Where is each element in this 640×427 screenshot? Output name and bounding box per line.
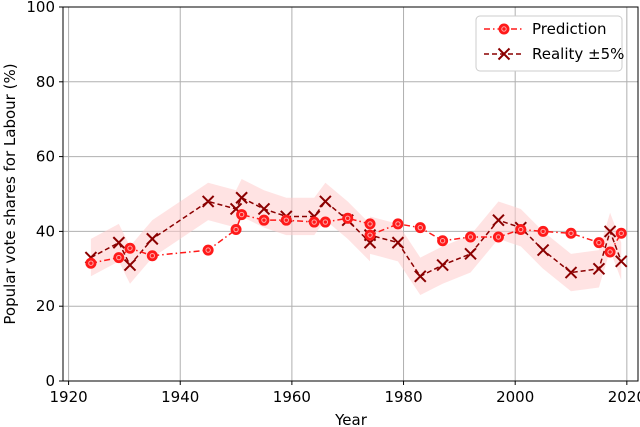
x-tick-label: 1920	[49, 388, 87, 406]
prediction-series	[85, 209, 627, 269]
x-tick-label: 1960	[273, 388, 311, 406]
prediction-point-inner	[283, 217, 290, 223]
prediction-point-inner	[467, 234, 474, 240]
prediction-point	[342, 212, 354, 224]
prediction-point	[85, 257, 97, 269]
reality-point	[391, 236, 405, 249]
prediction-point-inner	[322, 219, 329, 225]
prediction-point	[537, 225, 549, 237]
prediction-point-inner	[205, 247, 211, 253]
prediction-point	[604, 246, 616, 258]
prediction-point	[364, 218, 376, 230]
prediction-point	[308, 216, 320, 228]
prediction-point	[565, 227, 577, 239]
reality-point	[492, 213, 505, 227]
reality-point	[592, 262, 606, 276]
prediction-point-inner	[367, 232, 373, 238]
prediction-point-inner	[540, 228, 546, 235]
prediction-point-inner	[238, 211, 245, 218]
prediction-point	[113, 252, 125, 264]
reality-band	[90, 179, 622, 295]
reality-point	[564, 266, 578, 279]
prediction-point-inner	[345, 215, 351, 222]
plot-area-frame	[62, 6, 639, 382]
legend-reality-label: Reality ±5%	[532, 45, 624, 63]
y-tick-label: 100	[26, 0, 55, 16]
y-tick-label: 80	[36, 73, 55, 91]
reality-point	[414, 270, 427, 283]
prediction-point	[230, 224, 242, 236]
prediction-point	[593, 237, 605, 249]
prediction-point-inner	[518, 226, 524, 233]
y-tick-label: 40	[36, 222, 55, 240]
prediction-point	[319, 216, 331, 228]
prediction-point-inner	[88, 260, 94, 266]
prediction-point	[414, 222, 426, 234]
prediction-point	[124, 242, 136, 254]
legend-reality-marker	[497, 47, 511, 61]
prediction-point	[515, 224, 527, 236]
y-tick-label: 20	[36, 297, 55, 315]
prediction-point	[202, 244, 214, 256]
prediction-point	[146, 250, 158, 262]
prediction-point	[437, 235, 449, 247]
y-axis: 0 20 40 60 80 100	[26, 0, 63, 390]
legend-prediction-label: Prediction	[532, 20, 607, 38]
legend: Prediction Reality ±5%	[475, 15, 624, 72]
prediction-point-inner	[261, 217, 267, 223]
reality-point	[464, 247, 477, 261]
prediction-point	[364, 229, 376, 241]
x-tick-label: 1940	[161, 388, 199, 406]
prediction-point-inner	[495, 234, 502, 240]
prediction-point	[258, 214, 270, 226]
reality-point	[603, 225, 617, 238]
reality-point	[146, 232, 159, 246]
reality-point	[112, 236, 126, 249]
prediction-point	[465, 231, 477, 243]
reality-point	[615, 255, 628, 268]
prediction-point	[615, 227, 627, 239]
reality-point	[436, 258, 449, 272]
prediction-point	[392, 218, 404, 230]
prediction-point-inner	[439, 238, 446, 244]
x-axis-label: Year	[334, 411, 368, 427]
reality-point	[319, 195, 332, 208]
prediction-point-inner	[395, 221, 401, 227]
reality-point	[201, 195, 215, 208]
prediction-point	[236, 209, 248, 221]
legend-prediction-marker	[498, 23, 510, 35]
x-tick-label: 2000	[496, 388, 534, 406]
y-axis-label: Popular vote shares for Labour (%)	[1, 63, 19, 324]
prediction-point-inner	[596, 239, 602, 246]
y-tick-label: 0	[45, 372, 55, 390]
reality-point	[235, 191, 248, 204]
prediction-point-inner	[367, 221, 373, 227]
prediction-point-inner	[233, 226, 239, 233]
prediction-point-inner	[311, 219, 317, 225]
prediction-point	[280, 214, 292, 226]
prediction-point-inner	[607, 249, 613, 255]
reality-point	[536, 243, 550, 257]
prediction-point	[492, 231, 504, 243]
prediction-point-inner	[127, 245, 133, 251]
prediction-point-inner	[116, 254, 122, 261]
prediction-point-inner	[618, 230, 624, 236]
reality-point	[257, 202, 271, 216]
y-tick-label: 60	[36, 148, 55, 166]
reality-point	[123, 258, 137, 272]
prediction-point-inner	[149, 253, 156, 259]
x-tick-label: 1980	[384, 388, 422, 406]
prediction-point-inner	[417, 224, 423, 231]
legend-prediction-marker-inner	[501, 26, 507, 32]
prediction-point-inner	[568, 230, 574, 236]
